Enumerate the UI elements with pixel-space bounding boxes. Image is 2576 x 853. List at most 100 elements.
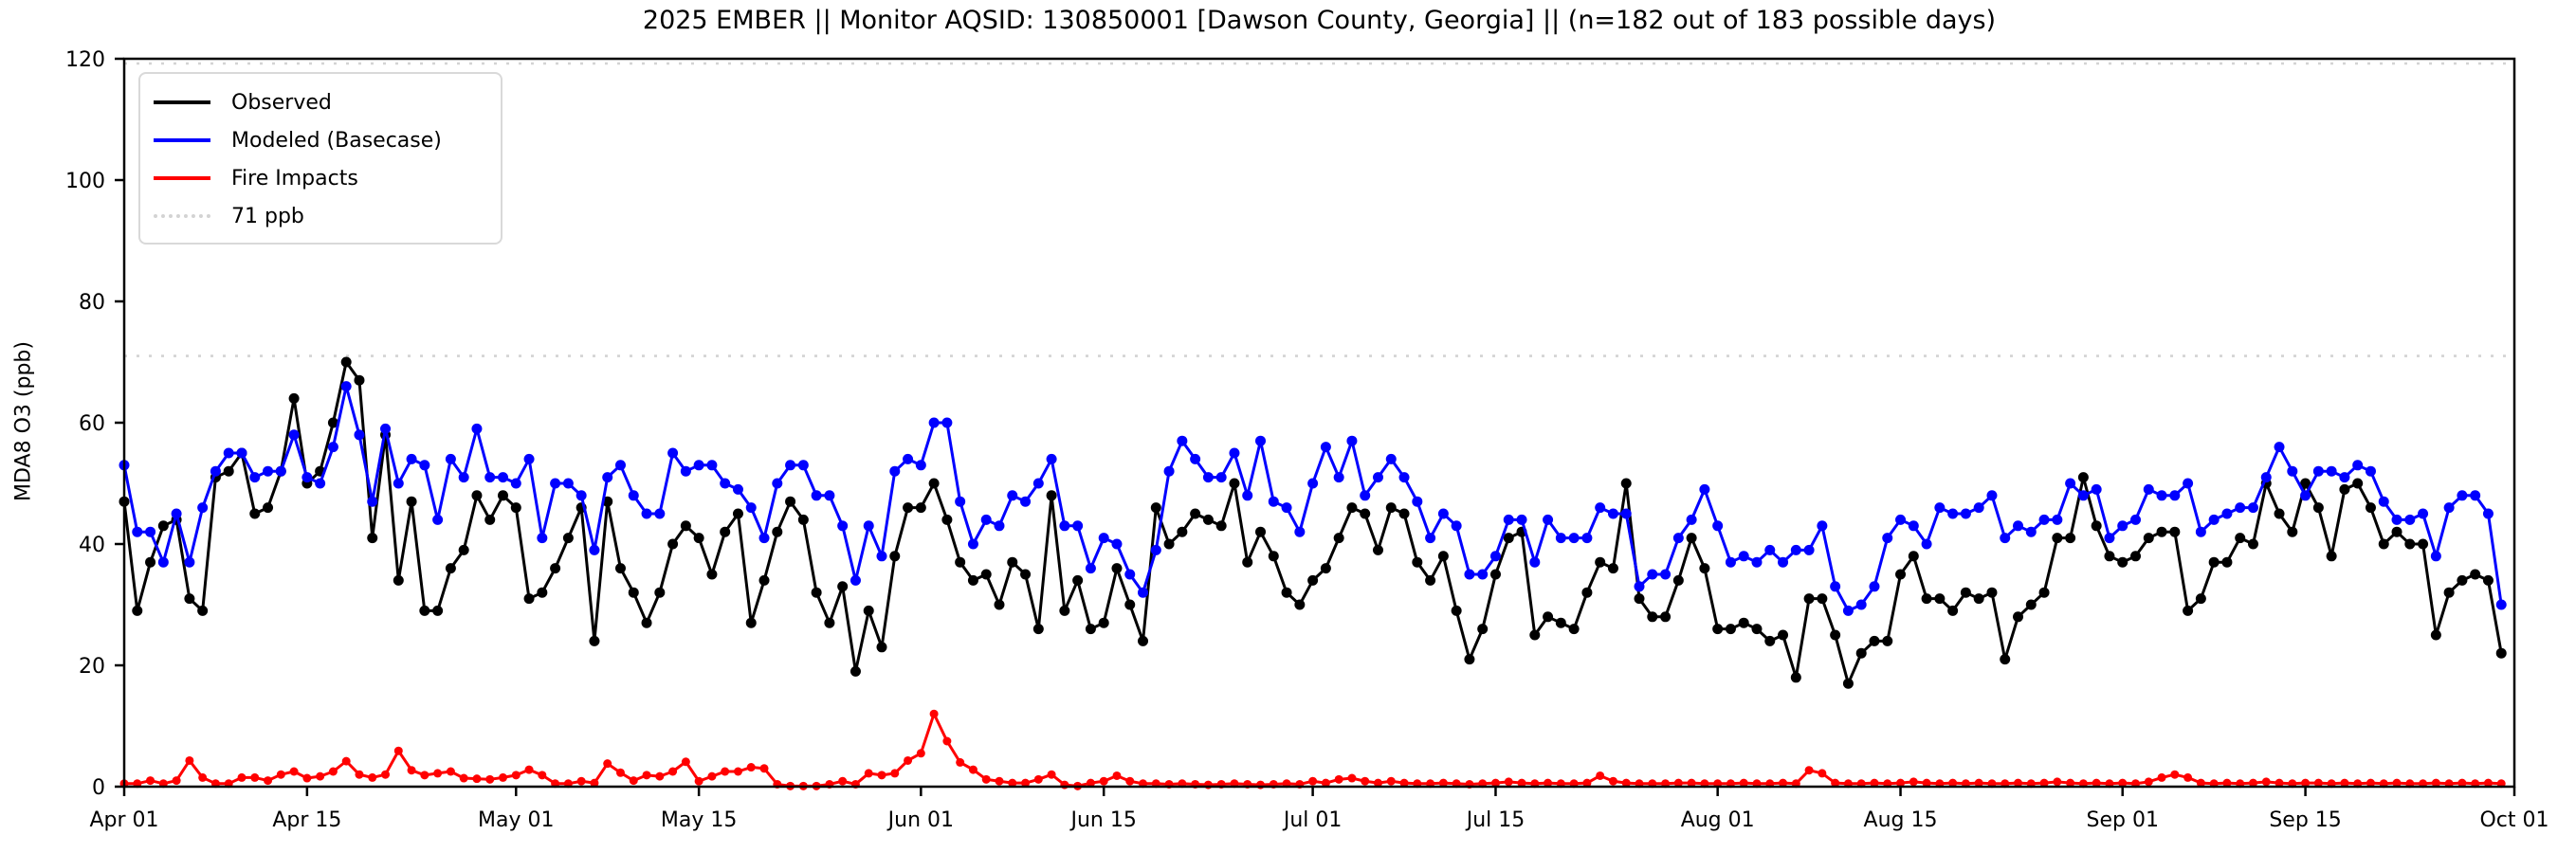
legend-item-threshold: 71 ppb — [140, 197, 501, 235]
data-point — [2157, 772, 2166, 782]
data-point — [1072, 574, 1084, 586]
data-point — [1098, 617, 1109, 628]
data-point — [1855, 599, 1867, 610]
data-point — [732, 483, 743, 495]
data-point — [2104, 551, 2115, 562]
data-point — [1372, 472, 1383, 483]
data-point — [2066, 778, 2075, 788]
data-point — [1346, 502, 1358, 514]
threshold-line-swatch — [154, 214, 210, 218]
data-point — [876, 551, 887, 562]
data-point — [433, 769, 443, 778]
data-point — [1922, 778, 1931, 788]
data-point — [2287, 465, 2298, 477]
data-point — [1032, 624, 1044, 635]
data-point — [2300, 490, 2311, 501]
data-point — [2052, 514, 2063, 525]
legend-item-modeled: Modeled (Basecase) — [140, 121, 501, 159]
series-line-fire-impacts — [124, 712, 2502, 788]
data-point — [1477, 624, 1489, 635]
data-point — [2366, 778, 2375, 788]
data-point — [667, 538, 679, 550]
data-point — [1347, 773, 1357, 783]
data-point — [132, 605, 143, 616]
data-point — [2352, 478, 2364, 489]
data-point — [2457, 574, 2468, 586]
data-point — [1882, 533, 1893, 544]
data-point — [811, 587, 822, 598]
data-point — [1830, 581, 1841, 592]
data-point — [1947, 605, 1959, 616]
fire-line-swatch — [154, 176, 210, 180]
data-point — [2247, 502, 2258, 514]
modeled-line-swatch — [154, 138, 210, 142]
data-point — [2183, 605, 2194, 616]
data-point — [2025, 526, 2037, 537]
data-point — [1672, 574, 1684, 586]
data-point — [1032, 478, 1044, 489]
data-point — [981, 774, 991, 784]
x-tick-label: May 01 — [478, 808, 554, 832]
data-point — [432, 605, 444, 616]
data-point — [315, 478, 326, 489]
data-point — [1712, 520, 1724, 532]
data-point — [2039, 778, 2049, 788]
data-point — [2144, 777, 2153, 787]
data-point — [1008, 778, 1017, 788]
data-point — [863, 605, 874, 616]
data-point — [928, 417, 940, 428]
x-tick-label: Jul 01 — [1282, 808, 1343, 832]
data-point — [1504, 777, 1513, 787]
data-point — [263, 465, 274, 477]
data-point — [1124, 599, 1136, 610]
data-point — [1870, 778, 1879, 788]
data-point — [289, 767, 299, 776]
data-point — [1634, 593, 1645, 605]
data-point — [1321, 778, 1330, 788]
x-tick-label: Sep 15 — [2269, 808, 2341, 832]
data-point — [198, 772, 208, 782]
data-point — [2038, 587, 2050, 598]
data-point — [589, 635, 600, 646]
data-point — [1543, 611, 1554, 623]
data-point — [420, 771, 429, 780]
data-point — [1111, 563, 1123, 574]
y-tick-label: 20 — [79, 655, 105, 679]
data-point — [1699, 563, 1710, 574]
data-point — [1973, 502, 1984, 514]
data-point — [498, 472, 509, 483]
data-point — [1242, 556, 1253, 568]
data-point — [2143, 533, 2154, 544]
data-point — [2470, 490, 2481, 501]
x-tick-label: Apr 15 — [272, 808, 341, 832]
legend: Observed Modeled (Basecase) Fire Impacts… — [138, 72, 502, 245]
x-tick-label: May 15 — [661, 808, 737, 832]
data-point — [1869, 635, 1880, 646]
data-point — [2378, 496, 2389, 507]
data-point — [642, 771, 651, 780]
data-point — [1831, 778, 1840, 788]
data-point — [928, 478, 940, 489]
data-point — [1489, 569, 1501, 580]
data-point — [2457, 490, 2468, 501]
data-point — [340, 381, 352, 392]
data-point — [967, 538, 978, 550]
data-point — [680, 520, 691, 532]
data-point — [1634, 581, 1645, 592]
data-point — [903, 453, 914, 464]
data-point — [406, 496, 417, 507]
data-point — [994, 520, 1005, 532]
data-point — [1804, 766, 1814, 775]
data-point — [1712, 624, 1724, 635]
data-point — [1150, 502, 1161, 514]
data-point — [2313, 778, 2323, 788]
data-point — [498, 490, 509, 501]
data-point — [316, 771, 325, 781]
data-point — [2091, 520, 2102, 532]
data-point — [1582, 778, 1592, 788]
data-point — [1477, 569, 1489, 580]
data-point — [381, 770, 391, 779]
data-point — [250, 772, 260, 782]
data-point — [1974, 778, 1983, 788]
data-point — [2169, 526, 2181, 537]
